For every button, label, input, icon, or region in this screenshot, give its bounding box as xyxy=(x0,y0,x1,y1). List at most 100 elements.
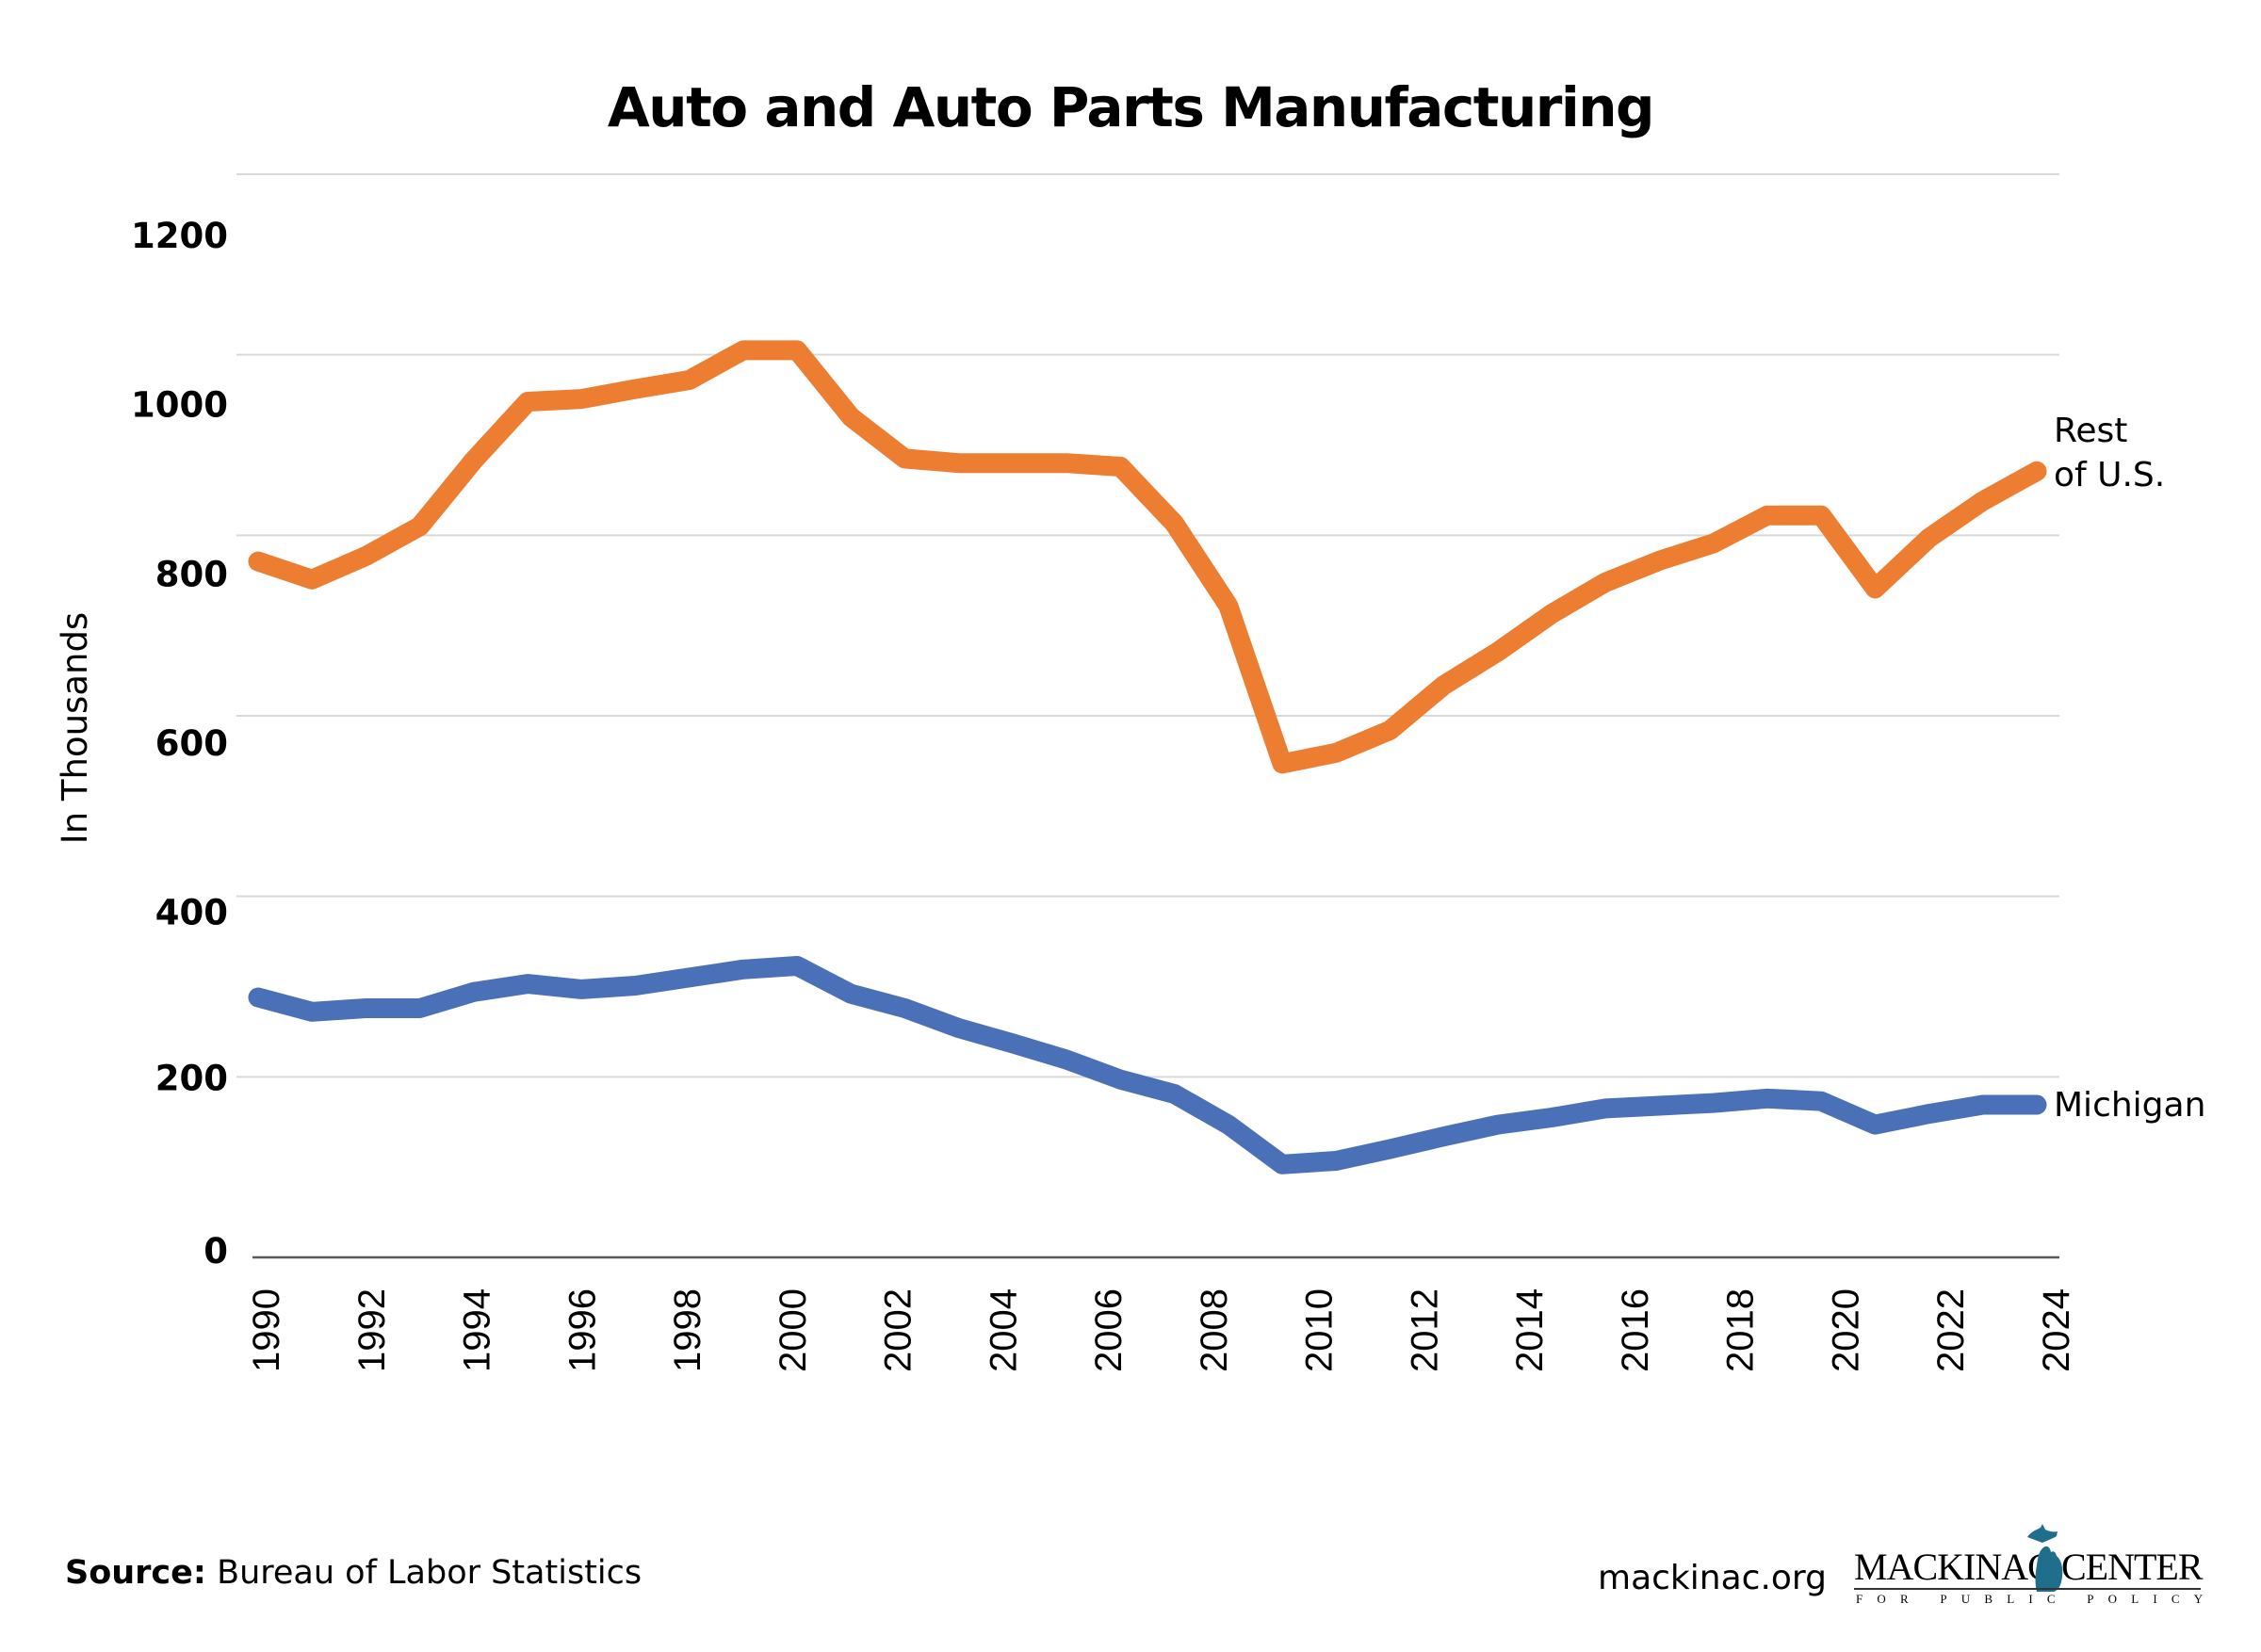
y-tick-label: 1200 xyxy=(131,216,228,256)
data-point xyxy=(689,977,691,979)
data-point xyxy=(742,968,744,970)
x-tick-label: 2020 xyxy=(1825,1288,1866,1372)
data-point xyxy=(419,1008,421,1009)
data-point xyxy=(1119,1078,1121,1080)
data-point xyxy=(1390,729,1391,731)
series-line-michigan xyxy=(248,956,2047,1174)
x-tick-label: 2014 xyxy=(1509,1288,1551,1372)
data-point xyxy=(1012,1043,1014,1045)
data-point xyxy=(1659,1105,1660,1107)
data-point xyxy=(635,985,636,986)
data-point xyxy=(850,993,852,995)
data-point xyxy=(1551,613,1553,615)
data-point xyxy=(1928,1113,1930,1115)
data-point xyxy=(1604,581,1606,583)
logo-word-center: CENTER xyxy=(2061,1546,2204,1588)
data-point xyxy=(1874,588,1876,590)
data-point xyxy=(1065,462,1067,464)
x-tick-label: 1992 xyxy=(351,1288,393,1372)
data-point xyxy=(1281,1163,1283,1165)
data-point xyxy=(796,349,798,351)
logo-divider xyxy=(1854,1588,2201,1590)
data-point xyxy=(527,401,529,402)
data-point xyxy=(1012,462,1014,464)
series-lines xyxy=(248,340,2047,1174)
chart-title: Auto and Auto Parts Manufacturing xyxy=(607,75,1655,139)
y-tick-label: 1000 xyxy=(131,385,228,426)
data-point xyxy=(1766,514,1768,516)
x-tick-label: 1990 xyxy=(246,1288,287,1372)
data-point xyxy=(257,996,259,998)
data-point xyxy=(1174,523,1176,525)
data-point xyxy=(796,965,798,966)
x-tick-label: 1994 xyxy=(457,1288,498,1372)
data-point xyxy=(1659,559,1660,561)
x-tick-label: 2006 xyxy=(1088,1288,1130,1372)
data-point xyxy=(1820,1100,1822,1102)
data-point xyxy=(1065,1059,1067,1061)
data-point xyxy=(1281,763,1283,765)
y-tick-label: 400 xyxy=(155,893,228,933)
source-label: Source: xyxy=(65,1554,206,1592)
logo-wordmark: MACKINAC CENTER xyxy=(1854,1545,2204,1589)
data-point xyxy=(1982,500,1984,502)
y-tick-label: 800 xyxy=(155,554,228,594)
x-tick-label: 2004 xyxy=(983,1288,1024,1372)
series-label: Rest xyxy=(2054,412,2127,450)
x-tick-label: 2010 xyxy=(1299,1288,1341,1372)
x-tick-label: 2012 xyxy=(1404,1288,1445,1372)
website-link[interactable]: mackinac.org xyxy=(1598,1559,1827,1597)
data-point xyxy=(1604,1108,1606,1109)
data-point xyxy=(1497,651,1499,653)
michigan-map-icon xyxy=(2027,1524,2063,1592)
data-point xyxy=(580,398,582,400)
y-tick-label: 200 xyxy=(155,1058,228,1098)
data-point xyxy=(1119,466,1121,467)
y-axis-label: In Thousands xyxy=(55,612,95,844)
x-tick-label: 2018 xyxy=(1720,1288,1762,1372)
data-point xyxy=(1874,1124,1876,1126)
data-point xyxy=(904,458,905,460)
series-labels: Rest of U.S. Michigan xyxy=(2054,412,2205,1125)
logo-word-mackinac: MACKINAC xyxy=(1854,1546,2053,1588)
data-point xyxy=(1713,543,1715,544)
y-tick-label: 600 xyxy=(155,723,228,764)
mackinac-center-logo: MACKINAC CENTER FOR PUBLIC POLICY xyxy=(1854,1524,2204,1609)
data-point xyxy=(1766,1097,1768,1099)
y-axis-ticks: 0 200 400 600 800 1000 1200 xyxy=(131,216,228,1271)
data-point xyxy=(850,416,852,418)
y-tick-label: 0 xyxy=(203,1231,228,1271)
x-tick-label: 2002 xyxy=(878,1288,919,1372)
series-line-rest-of-u-s xyxy=(248,340,2047,774)
series-label: Michigan xyxy=(2054,1086,2205,1125)
x-tick-label: 1996 xyxy=(561,1288,603,1372)
data-point xyxy=(527,983,529,985)
data-point xyxy=(1713,1102,1715,1104)
x-tick-label: 2000 xyxy=(773,1288,814,1372)
data-point xyxy=(473,991,475,993)
data-point xyxy=(1982,1104,1984,1106)
data-point xyxy=(1443,684,1445,686)
data-point xyxy=(1390,1148,1391,1150)
x-tick-label: 1998 xyxy=(667,1288,708,1372)
logo-tagline: FOR PUBLIC POLICY xyxy=(1856,1592,2218,1606)
data-point xyxy=(958,462,960,464)
data-point xyxy=(1174,1093,1176,1094)
data-point xyxy=(257,560,259,562)
data-point xyxy=(904,1008,905,1009)
x-tick-label: 2022 xyxy=(1930,1288,1972,1372)
x-axis-ticks: 1990 1992 1994 1996 1998 2000 2002 2004 2006 2008… xyxy=(246,1288,2077,1372)
series-label: of U.S. xyxy=(2054,456,2165,494)
source-note: Source: Bureau of Labor Statistics xyxy=(65,1554,642,1592)
x-tick-label: 2008 xyxy=(1194,1288,1235,1372)
data-point xyxy=(742,349,744,351)
gridlines xyxy=(236,173,2059,1259)
data-point xyxy=(580,988,582,990)
source-text: Bureau of Labor Statistics xyxy=(217,1554,643,1592)
data-point xyxy=(1443,1136,1445,1138)
data-point xyxy=(689,380,691,381)
data-point xyxy=(1551,1117,1553,1118)
data-point xyxy=(311,578,313,580)
data-point xyxy=(635,388,636,390)
